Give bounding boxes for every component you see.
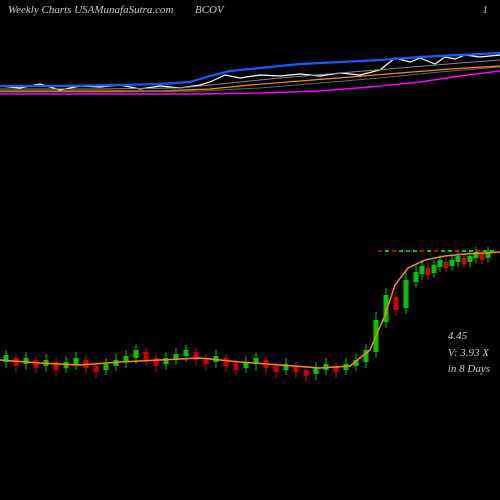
lower-ma-line <box>0 252 500 368</box>
signal-marker <box>378 250 382 252</box>
header-page-label: 1 <box>483 4 489 16</box>
candle-body <box>94 366 99 372</box>
price-info-block: 4.45 V: 3.93 X in 8 Days <box>448 328 490 378</box>
candle-body <box>224 358 229 366</box>
candle-body <box>24 358 29 364</box>
candle-body <box>426 268 431 275</box>
candle-body <box>420 266 425 274</box>
lower-candle-chart <box>0 200 500 450</box>
signal-marker <box>448 250 452 252</box>
candle-body <box>468 256 473 262</box>
candle-body <box>304 370 309 376</box>
signal-marker <box>413 250 417 252</box>
signal-marker <box>462 250 466 252</box>
header-ticker-label: BCOV <box>195 4 224 16</box>
info-volume: V: 3.93 X <box>448 345 490 362</box>
candle-body <box>450 260 455 266</box>
candle-body <box>456 256 461 262</box>
signal-marker <box>420 250 424 252</box>
candle-body <box>414 272 419 282</box>
candle-body <box>432 265 437 273</box>
signal-marker <box>434 250 438 252</box>
candle-body <box>394 297 399 310</box>
candle-body <box>74 358 79 364</box>
signal-marker <box>385 250 389 252</box>
signal-marker <box>441 250 445 252</box>
header-source-label: Weekly Charts USAMunafaSutra.com <box>8 4 174 16</box>
upper-chart-svg <box>0 20 500 200</box>
candle-body <box>104 364 109 370</box>
candle-body <box>438 260 443 267</box>
signal-marker <box>392 250 396 252</box>
upper-price-chart <box>0 20 500 200</box>
candle-body <box>154 358 159 366</box>
signal-marker <box>399 250 403 252</box>
candle-body <box>134 350 139 358</box>
candle-body <box>234 364 239 370</box>
candle-body <box>34 360 39 368</box>
info-days: in 8 Days <box>448 361 490 378</box>
candle-body <box>462 258 467 264</box>
signal-marker <box>427 250 431 252</box>
candle-body <box>314 368 319 374</box>
candle-body <box>184 350 189 356</box>
info-price: 4.45 <box>448 328 490 345</box>
candle-body <box>480 254 485 260</box>
lower-chart-svg <box>0 200 500 450</box>
candle-body <box>144 352 149 360</box>
signal-marker <box>406 250 410 252</box>
candle-body <box>444 262 449 268</box>
signal-marker <box>476 250 480 252</box>
candle-body <box>274 366 279 372</box>
candle-body <box>404 280 409 308</box>
signal-marker <box>483 250 487 252</box>
